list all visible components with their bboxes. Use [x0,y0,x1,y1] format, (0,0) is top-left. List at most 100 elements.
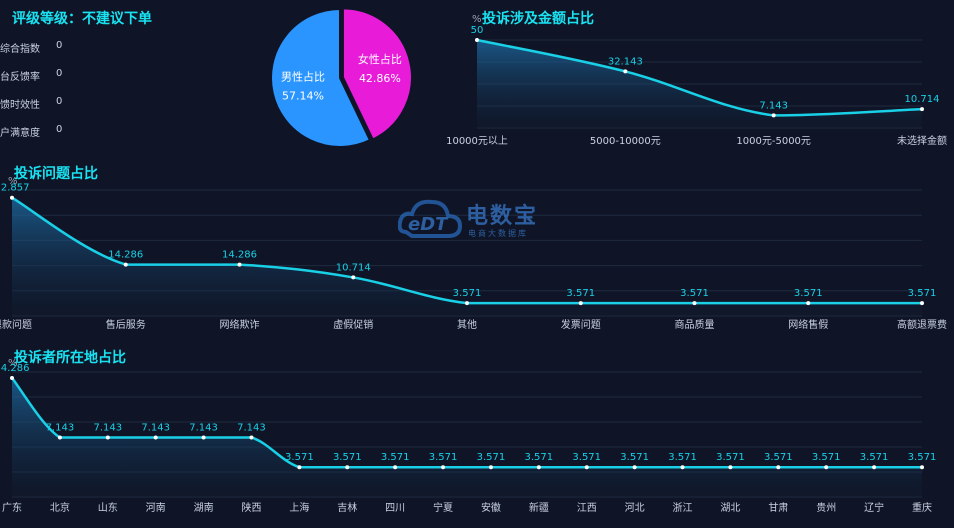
data-point [920,465,924,470]
watermark-brand: 电数宝 [466,204,539,229]
metric-label: 户满意度 [0,128,40,139]
data-label: 32.857 [0,183,30,194]
metric-value: 0 [56,96,63,107]
x-tick-label: 河南 [146,501,166,514]
x-tick-label: 辽宁 [864,501,884,514]
x-tick-label: 10000元以上 [446,135,508,147]
data-point [578,301,583,306]
metric-value: 0 [56,40,63,51]
data-point [692,301,697,306]
pie-slice [270,7,372,148]
x-tick-label: 湖北 [720,502,740,514]
region-chart-title: 投诉者所在地占比 [14,350,126,366]
data-point [584,465,589,470]
data-label: 7.143 [93,422,122,433]
issue-chart-title: 投诉问题占比 [14,166,98,182]
data-point [345,465,350,470]
data-label: 7.143 [189,422,218,433]
watermark-tagline: 电商大数据库 [468,229,528,238]
data-label: 7.143 [237,422,266,433]
x-tick-label: 发票问题 [561,318,601,331]
metric-label: 馈时效性 [0,100,40,111]
data-point [824,465,829,470]
data-point [201,435,206,440]
x-tick-label: 其他 [457,318,477,331]
cloud-icon [398,199,463,238]
metric-value: 0 [56,124,63,135]
x-tick-label: 网络售假 [788,318,828,331]
data-point [10,375,14,380]
pie-slice-value: 57.14% [282,89,324,102]
data-point [632,465,637,470]
data-label: 3.571 [381,452,410,463]
x-tick-label: 1000元-5000元 [736,136,811,147]
x-tick-label: 商品质量 [675,318,715,331]
metric-value: 0 [56,68,63,79]
pie-slice-label: 女性占比 [358,52,402,66]
data-label: 10.714 [905,94,940,105]
pie-slice-value: 42.86% [359,72,401,85]
data-label: 3.571 [908,452,937,463]
x-tick-label: 安徽 [481,501,501,514]
metric-label: 综合指数 [0,44,40,55]
x-tick-label: 贵州 [816,501,836,514]
data-label: 3.571 [908,288,937,299]
x-tick-label: 重庆 [912,501,932,514]
data-label: 10.714 [336,262,371,273]
data-point [249,435,254,440]
data-point [771,113,776,118]
data-point [728,465,733,470]
rating-title: 评级等级：不建议下单 [12,11,152,27]
area-fill [12,377,922,497]
watermark-logo-text: eDT [408,214,448,235]
data-label: 3.571 [716,452,745,463]
x-tick-label: 广东 [2,501,22,514]
data-label: 14.286 [108,250,143,261]
data-label: 3.571 [764,452,793,463]
x-tick-label: 山东 [98,501,118,514]
data-point [237,262,242,267]
x-tick-label: 网络欺诈 [220,318,260,331]
data-label: 3.571 [429,452,458,463]
data-point [536,465,541,470]
x-tick-label: 湖南 [194,501,214,514]
x-tick-label: 虚假促销 [333,318,373,331]
data-point [623,69,628,74]
data-point [10,195,14,200]
data-point [920,107,924,112]
x-tick-label: 宁夏 [433,501,453,514]
x-tick-label: 高额退票费 [897,318,947,331]
data-label: 3.571 [620,452,649,463]
data-label: 3.571 [860,452,889,463]
data-point [105,435,110,440]
data-label: 3.571 [572,452,601,463]
data-point [680,465,685,470]
data-label: 3.571 [680,288,709,299]
x-tick-label: 浙江 [673,502,693,514]
x-tick-label: 退款问题 [0,318,32,331]
data-point [441,465,446,470]
region-chart-unit: % [8,358,18,369]
x-tick-label: 北京 [50,501,70,514]
area-fill [12,197,922,316]
issue-chart-unit: % [8,176,18,187]
data-label: 14.286 [222,250,257,261]
data-label: 50 [471,25,484,36]
data-label: 3.571 [566,288,595,299]
x-tick-label: 售后服务 [106,318,146,331]
x-tick-label: 河北 [625,502,645,514]
data-label: 3.571 [285,452,314,463]
x-tick-label: 吉林 [337,501,357,514]
pie-slice [341,7,413,141]
data-point [153,435,158,440]
amount-chart-title: 投诉涉及金额占比 [482,11,594,27]
data-point [297,465,302,470]
watermark: eDT 电数宝 电商大数据库 [398,192,578,248]
data-point [351,275,356,280]
data-label: 3.571 [477,452,506,463]
series-line [476,38,923,117]
